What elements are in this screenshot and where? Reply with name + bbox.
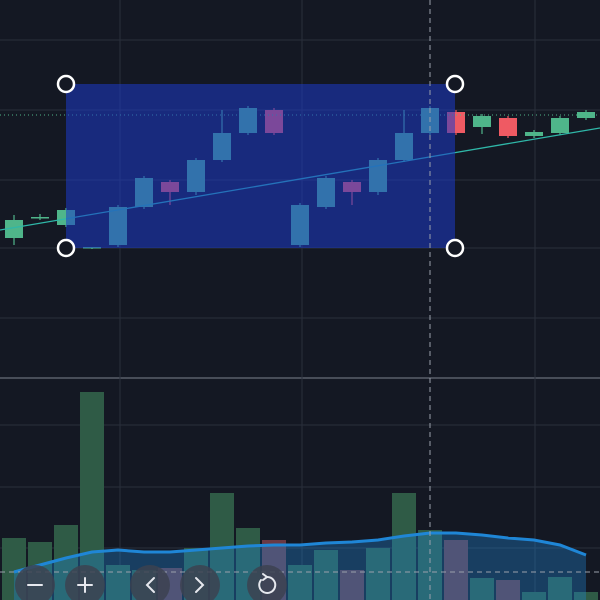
volume-bar <box>366 548 390 600</box>
candle-body <box>499 118 517 136</box>
zoom-in-button[interactable] <box>65 565 105 600</box>
volume-bar <box>314 550 338 600</box>
volume-bar <box>548 577 572 600</box>
candle-body <box>473 116 491 127</box>
handle[interactable] <box>56 238 76 258</box>
candle-body <box>577 112 595 118</box>
handle[interactable] <box>445 238 465 258</box>
volume-bar <box>444 540 468 600</box>
volume-bar <box>288 565 312 600</box>
zoom-out-button[interactable] <box>15 565 55 600</box>
reset-button[interactable] <box>247 565 287 600</box>
volume-bar <box>496 580 520 600</box>
rectangle-drawing[interactable] <box>66 84 455 248</box>
scroll-left-button[interactable] <box>130 565 170 600</box>
rectangle-handles <box>56 74 465 258</box>
volume-bar <box>106 565 130 600</box>
volume-bar <box>340 570 364 600</box>
candle-body <box>551 118 569 133</box>
volume-ma-line <box>13 531 587 574</box>
candle-body <box>31 217 49 219</box>
volume-bar <box>522 592 546 600</box>
volume-bar <box>392 493 416 600</box>
toolbar <box>15 565 287 600</box>
handle[interactable] <box>445 74 465 94</box>
volume-bar <box>574 592 598 600</box>
scroll-right-button[interactable] <box>180 565 220 600</box>
volume-bar <box>470 578 494 600</box>
candle-body <box>525 132 543 136</box>
handle[interactable] <box>56 74 76 94</box>
candle-body <box>5 220 23 238</box>
